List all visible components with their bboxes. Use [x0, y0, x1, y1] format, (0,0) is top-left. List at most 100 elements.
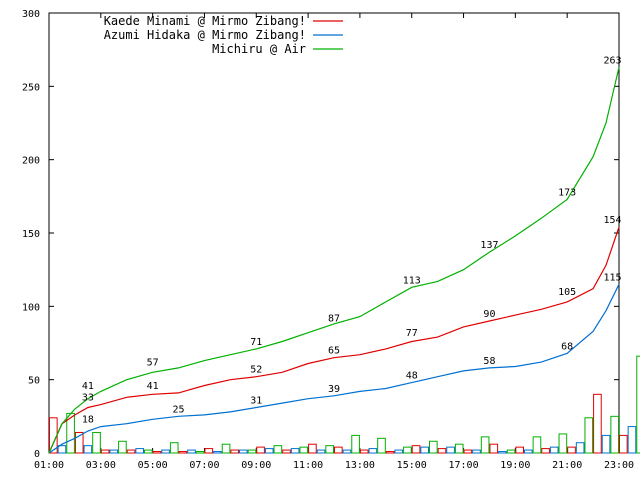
x-tick-label: 23:00 [604, 460, 634, 471]
x-tick-label: 09:00 [241, 460, 271, 471]
hourly-bar [472, 449, 481, 454]
data-label: 71 [250, 337, 262, 348]
plot-axes: 0 50 100 150 200 250 300 01:00 03:00 05:00 07:00 09… [22, 9, 634, 471]
hourly-bar [308, 443, 317, 454]
hourly-bar [420, 446, 430, 454]
data-label: 31 [250, 396, 262, 407]
y-tick-label: 200 [22, 156, 40, 167]
hourly-bar [619, 434, 628, 454]
hourly-bar [100, 449, 110, 454]
hourly-bar [126, 449, 136, 454]
hourly-bar [506, 449, 516, 454]
hourly-bar [489, 443, 499, 454]
hourly-bar [463, 449, 473, 454]
hourly-bar [610, 415, 620, 454]
hourly-bar [403, 446, 412, 454]
hourly-bar [567, 446, 576, 454]
hourly-bars [49, 355, 640, 454]
data-label: 48 [406, 371, 418, 382]
hourly-bar [169, 442, 179, 454]
x-tick-label: 13:00 [345, 460, 375, 471]
data-label: 65 [328, 346, 340, 357]
hourly-bar [377, 437, 386, 454]
hourly-bar [195, 451, 205, 454]
data-label: 52 [250, 365, 262, 376]
hourly-bar [144, 449, 153, 454]
hourly-bar [213, 451, 222, 454]
data-label: 41 [82, 381, 94, 392]
hourly-bar [385, 451, 395, 454]
legend-label: Azumi Hidaka @ Mirmo Zibang! [104, 28, 306, 42]
hourly-bar [247, 449, 257, 454]
hourly-bar [57, 445, 67, 454]
hourly-bar [584, 417, 594, 454]
data-label: 68 [561, 341, 573, 352]
y-tick-label: 0 [34, 449, 40, 460]
x-tick-label: 05:00 [138, 460, 168, 471]
data-label: 58 [483, 356, 495, 367]
data-label: 39 [328, 384, 340, 395]
data-label: 137 [480, 240, 498, 251]
hourly-bar [558, 433, 568, 454]
data-label: 33 [82, 393, 94, 404]
y-tick-label: 100 [22, 302, 40, 313]
hourly-bar [359, 449, 369, 454]
hourly-bar [118, 440, 127, 454]
hourly-bar [437, 448, 447, 454]
hourly-bar [109, 449, 119, 454]
data-label: 25 [173, 404, 185, 415]
hourly-bar [446, 446, 455, 454]
series-lines [48, 67, 620, 454]
hourly-bar [264, 448, 274, 454]
data-label: 90 [483, 309, 495, 320]
hourly-bar [334, 446, 343, 454]
legend-label: Kaede Minami @ Mirmo Zibang! [104, 14, 306, 28]
hourly-bar [316, 449, 326, 454]
data-label: 87 [328, 313, 340, 324]
legend: Kaede Minami @ Mirmo Zibang!Azumi Hidaka… [104, 14, 343, 56]
data-label: 154 [603, 215, 621, 226]
hourly-bar [627, 426, 637, 454]
x-tick-label: 07:00 [189, 460, 219, 471]
hourly-bar [593, 393, 602, 454]
hourly-bar [239, 449, 248, 454]
hourly-bar [524, 449, 533, 454]
hourly-bar [204, 448, 214, 454]
hourly-bar [532, 436, 542, 454]
hourly-bar [299, 446, 309, 454]
series-line [48, 226, 620, 454]
hourly-bar [178, 451, 188, 454]
x-tick-label: 01:00 [34, 460, 64, 471]
hourly-bar [92, 431, 101, 454]
hourly-bar [480, 436, 490, 454]
data-label: 173 [558, 187, 576, 198]
hourly-bar [601, 434, 611, 454]
x-tick-label: 19:00 [500, 460, 530, 471]
hourly-bar [273, 445, 283, 454]
hourly-bar [342, 449, 352, 454]
data-label: 18 [82, 415, 94, 426]
x-tick-label: 03:00 [86, 460, 116, 471]
hourly-bar [325, 445, 335, 454]
hourly-bar [575, 442, 585, 454]
hourly-bar [152, 451, 162, 454]
data-label: 77 [406, 328, 418, 339]
hourly-bar [187, 449, 196, 454]
hourly-bar [83, 445, 93, 454]
hourly-bar [429, 440, 438, 454]
hourly-bar [549, 446, 559, 454]
hourly-bar [394, 449, 404, 454]
hourly-bar [515, 446, 525, 454]
hourly-bar [498, 451, 507, 454]
hourly-bar [135, 448, 144, 454]
y-tick-label: 50 [28, 376, 40, 387]
data-label: 105 [558, 287, 576, 298]
hourly-bar [230, 449, 239, 454]
x-tick-label: 17:00 [448, 460, 478, 471]
y-tick-label: 150 [22, 229, 40, 240]
y-tick-label: 300 [22, 9, 40, 20]
hourly-bar [161, 449, 170, 454]
hourly-bar [221, 443, 231, 454]
hourly-bar [636, 355, 640, 454]
series-line [48, 67, 620, 454]
